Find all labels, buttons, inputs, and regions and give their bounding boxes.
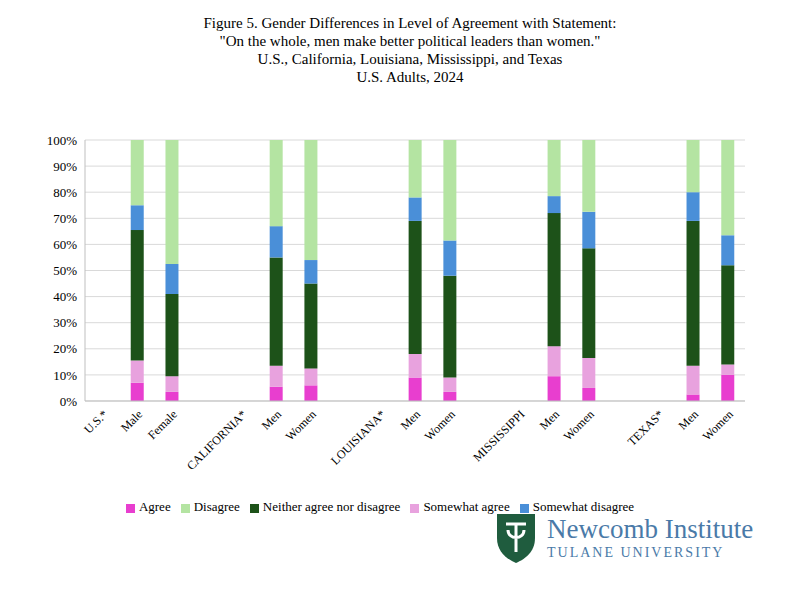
svg-text:Women: Women [283,407,319,443]
svg-text:Male: Male [118,407,145,434]
html-text:"On the whole, men make better: "On the whole, men make better political… [219,33,601,49]
svg-text:60%: 60% [53,237,77,252]
html-text:U.S. Adults, 2024: U.S. Adults, 2024 [356,69,464,85]
svg-text:50%: 50% [53,263,77,278]
html-text:Disagree: Disagree [193,499,240,514]
svg-text:Men: Men [676,407,701,432]
svg-text:20%: 20% [53,341,77,356]
svg-text:80%: 80% [53,185,77,200]
svg-text:Women: Women [422,407,458,443]
svg-text:TEXAS*: TEXAS* [625,407,666,448]
svg-text:Men: Men [259,407,284,432]
html-text:Agree: Agree [138,499,171,514]
svg-text:Men: Men [398,407,423,432]
html-text:Newcomb Institute: Newcomb Institute [547,514,754,544]
html-text:Somewhat disagree: Somewhat disagree [532,499,635,514]
html-text:Neither agree nor disagree: Neither agree nor disagree [262,499,401,514]
svg-text:100%: 100% [47,133,78,148]
html-text:Figure 5. Gender Differences i: Figure 5. Gender Differences in Level of… [203,15,617,31]
html-text:U.S., California, Louisiana, M: U.S., California, Louisiana, Mississippi… [257,51,563,67]
svg-text:40%: 40% [53,289,77,304]
svg-text:CALIFORNIA*: CALIFORNIA* [184,407,250,473]
svg-text:0%: 0% [60,394,78,409]
svg-text:U.S.*: U.S.* [81,407,110,436]
html-text:TULANE UNIVERSITY: TULANE UNIVERSITY [547,545,725,560]
svg-text:Women: Women [700,407,736,443]
svg-text:MISSISSIPPI: MISSISSIPPI [470,407,527,464]
svg-text:Female: Female [145,407,180,442]
svg-text:90%: 90% [53,159,77,174]
html-text:Somewhat agree: Somewhat agree [423,499,510,514]
svg-text:30%: 30% [53,315,77,330]
svg-text:LOUISIANA*: LOUISIANA* [328,407,388,467]
svg-text:70%: 70% [53,211,77,226]
svg-text:Men: Men [537,407,562,432]
svg-text:Women: Women [561,407,597,443]
svg-text:10%: 10% [53,368,77,383]
